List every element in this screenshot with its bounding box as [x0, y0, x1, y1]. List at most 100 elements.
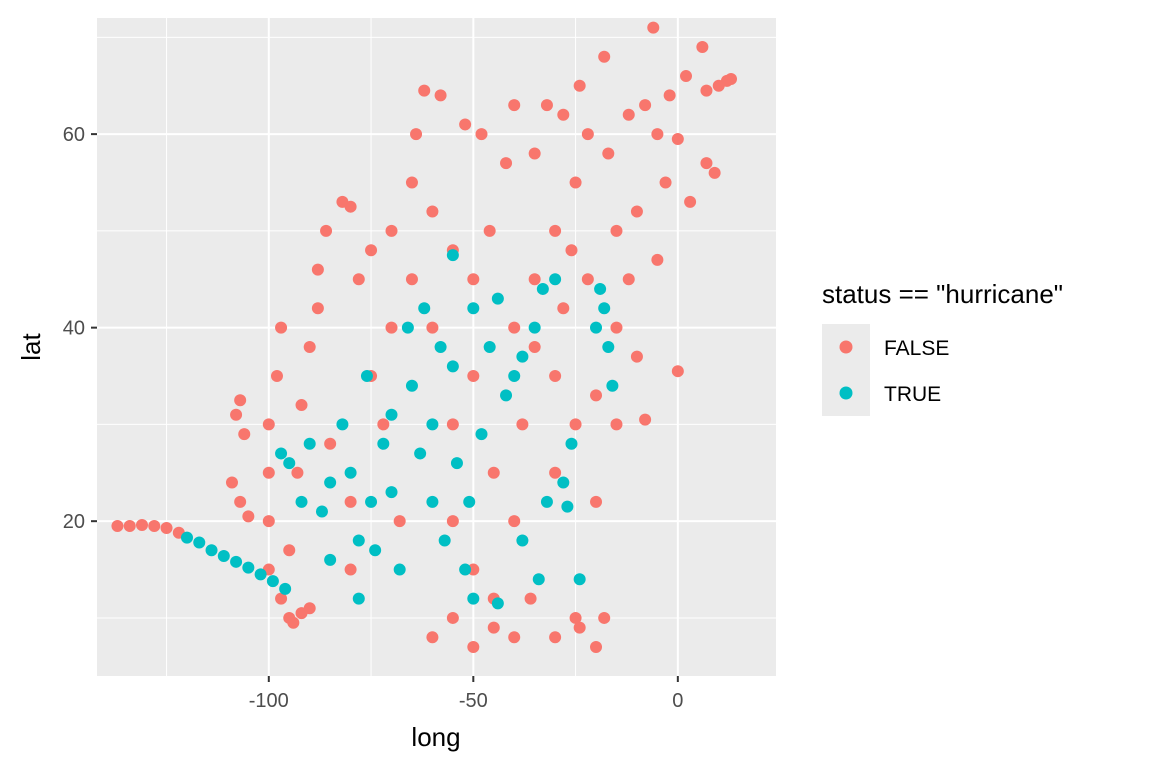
y-axis-title: lat	[16, 332, 46, 360]
point-false	[549, 224, 562, 237]
point-true	[283, 457, 296, 470]
legend-key-false	[839, 340, 853, 354]
point-true	[475, 428, 488, 441]
point-false	[459, 118, 472, 131]
legend-key-background	[822, 324, 870, 416]
point-false	[426, 321, 439, 334]
point-true	[483, 341, 496, 353]
point-true	[500, 389, 513, 402]
point-false	[320, 224, 333, 237]
point-false	[598, 611, 611, 624]
point-true	[450, 457, 463, 470]
point-true	[516, 350, 529, 363]
point-false	[647, 21, 660, 34]
point-true	[516, 534, 529, 547]
x-axis-ticks: -100 -50 0	[249, 676, 683, 712]
point-true	[385, 486, 398, 499]
point-false	[725, 72, 738, 85]
point-false	[405, 176, 418, 189]
point-false	[311, 263, 324, 276]
point-false	[696, 41, 709, 54]
point-false	[434, 89, 447, 102]
point-false	[410, 128, 423, 141]
point-true	[385, 408, 398, 421]
point-true	[418, 302, 431, 315]
point-false	[160, 521, 173, 534]
data-points	[111, 21, 738, 653]
point-false	[508, 515, 521, 528]
y-tick-label: 60	[63, 124, 85, 146]
point-false	[262, 515, 275, 528]
point-true	[557, 476, 570, 489]
point-false	[344, 200, 357, 213]
point-false	[467, 640, 480, 653]
point-false	[418, 84, 431, 97]
point-true	[540, 495, 553, 508]
point-false	[540, 99, 553, 112]
point-false	[352, 273, 365, 286]
point-true	[279, 582, 292, 595]
point-false	[508, 321, 521, 334]
point-false	[275, 321, 288, 334]
point-false	[639, 413, 652, 426]
point-false	[610, 418, 623, 431]
point-false	[303, 602, 316, 615]
point-true	[491, 292, 504, 305]
point-true	[602, 341, 615, 353]
point-false	[610, 224, 623, 237]
point-false	[651, 128, 664, 141]
point-false	[275, 592, 288, 605]
point-true	[295, 495, 308, 508]
point-false	[622, 108, 635, 121]
point-true	[426, 418, 439, 431]
point-false	[446, 611, 459, 624]
point-false	[385, 321, 398, 334]
point-true	[360, 370, 373, 383]
point-true	[180, 531, 193, 544]
point-false	[467, 273, 480, 286]
point-false	[262, 418, 275, 431]
point-false	[344, 563, 357, 576]
point-false	[573, 79, 586, 92]
legend-title: status == "hurricane"	[822, 279, 1063, 309]
point-false	[557, 302, 570, 315]
x-tick-label: 0	[672, 690, 683, 712]
point-false	[385, 224, 398, 237]
point-false	[602, 147, 615, 160]
point-true	[573, 573, 586, 586]
point-false	[508, 631, 521, 644]
point-true	[217, 550, 230, 563]
point-false	[475, 128, 488, 141]
point-true	[401, 321, 414, 334]
point-true	[193, 536, 206, 549]
point-true	[266, 575, 279, 588]
point-false	[581, 128, 594, 141]
point-false	[365, 244, 378, 257]
point-false	[426, 205, 439, 218]
minor-gridlines	[97, 18, 776, 676]
point-true	[275, 447, 288, 460]
point-true	[459, 563, 472, 576]
point-false	[508, 99, 521, 112]
point-false	[569, 176, 582, 189]
point-false	[630, 350, 643, 363]
legend-label-true: TRUE	[884, 383, 941, 406]
point-true	[315, 505, 328, 518]
point-false	[680, 70, 693, 83]
point-false	[590, 495, 603, 508]
point-false	[524, 592, 537, 605]
point-false	[528, 273, 541, 286]
point-false	[238, 428, 251, 441]
point-false	[234, 495, 247, 508]
point-true	[467, 302, 480, 315]
point-false	[651, 253, 664, 266]
point-true	[205, 544, 218, 557]
point-true	[508, 370, 521, 383]
point-false	[565, 244, 578, 257]
point-false	[377, 418, 390, 431]
point-false	[500, 157, 513, 170]
point-true	[369, 544, 382, 557]
point-false	[405, 273, 418, 286]
legend-key-true	[839, 386, 853, 400]
point-true	[324, 476, 337, 489]
